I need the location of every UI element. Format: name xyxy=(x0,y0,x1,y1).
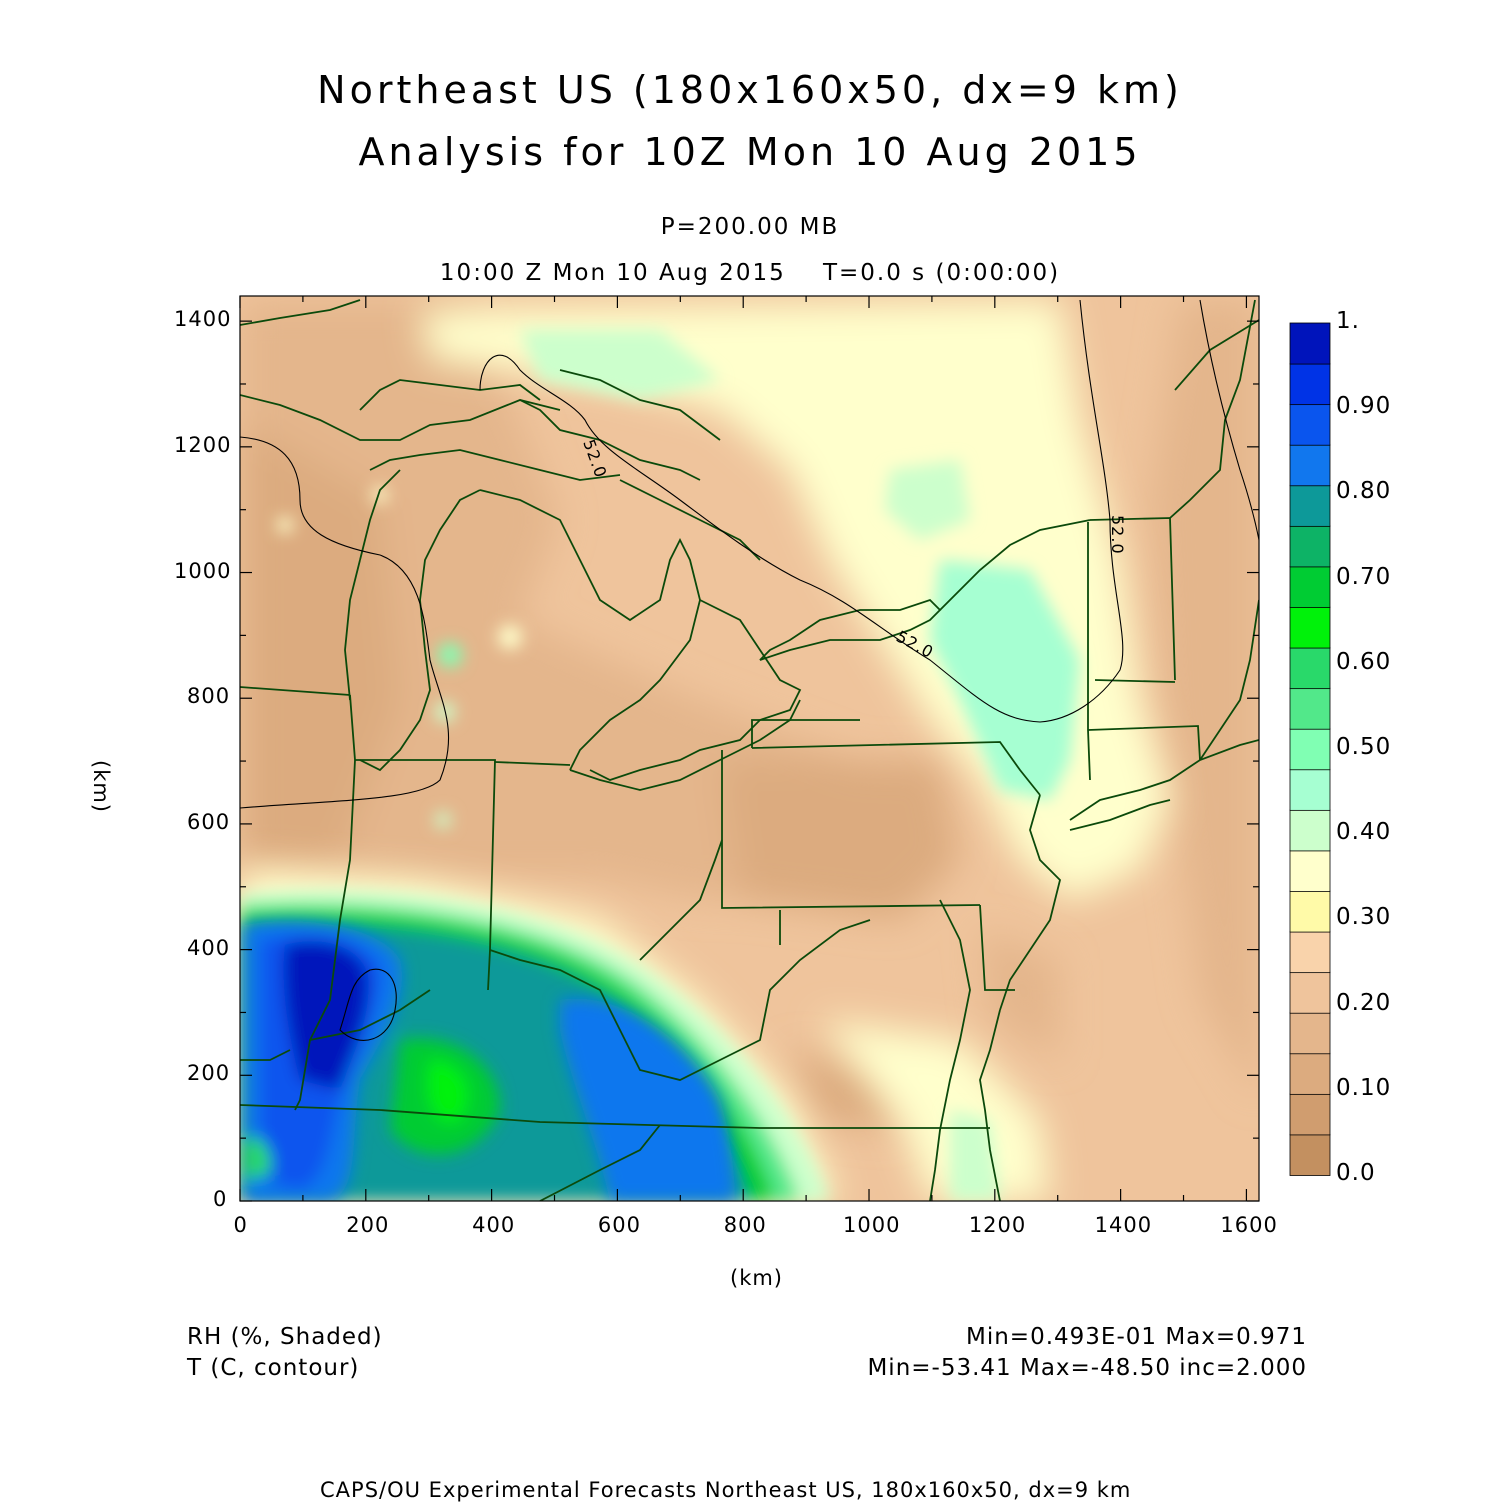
colorbar-swatch xyxy=(1289,363,1331,406)
colorbar-swatch xyxy=(1289,768,1331,811)
colorbar-swatch xyxy=(1289,1134,1331,1176)
colorbar-label: 0.50 xyxy=(1336,734,1392,760)
temperature-contours xyxy=(240,299,1259,1041)
x-tick-label: 1400 xyxy=(1094,1213,1153,1237)
x-tick-label: 1600 xyxy=(1220,1213,1278,1237)
colorbar-label: 0.60 xyxy=(1336,648,1392,675)
colorbar-swatch xyxy=(1289,606,1331,649)
x-tick-label: 800 xyxy=(723,1213,767,1237)
plot-frame xyxy=(239,295,1260,1202)
colorbar-swatch xyxy=(1289,1012,1331,1055)
colorbar-swatch xyxy=(1289,322,1331,365)
x-axis-label: (km) xyxy=(730,1266,784,1290)
x-tick-label: 600 xyxy=(597,1213,641,1237)
y-tick-label: 200 xyxy=(187,1061,231,1086)
legend-contour-field: T (C, contour) xyxy=(187,1355,360,1381)
legend-contour-range: Min=-53.41 Max=-48.50 inc=2.000 xyxy=(867,1355,1307,1381)
colorbar-label: 0.30 xyxy=(1336,904,1392,931)
colorbar xyxy=(1289,322,1331,1176)
footer-credit: CAPS/OU Experimental Forecasts Northeast… xyxy=(320,1478,1132,1502)
colorbar-swatch xyxy=(1289,566,1331,608)
colorbar-swatch xyxy=(1289,484,1331,527)
title-line-1: Northeast US (180x160x50, dx=9 km) xyxy=(317,68,1183,112)
colorbar-label: 0.70 xyxy=(1336,563,1392,590)
valid-time: 10:00 Z Mon 10 Aug 2015 T=0.0 s (0:00:00… xyxy=(439,260,1061,286)
colorbar-swatch xyxy=(1289,809,1331,852)
legend-shaded-field: RH (%, Shaded) xyxy=(187,1324,383,1350)
colorbar-swatch xyxy=(1289,403,1331,446)
axis-ticks xyxy=(239,296,1259,1202)
y-axis-label: (km) xyxy=(89,760,113,814)
x-tick-label: 1000 xyxy=(843,1213,901,1237)
colorbar-swatch xyxy=(1289,687,1331,730)
y-tick-label: 0 xyxy=(213,1187,228,1211)
y-tick-label: 1200 xyxy=(174,432,232,457)
colorbar-swatch xyxy=(1289,1052,1331,1095)
colorbar-swatch xyxy=(1289,931,1331,974)
contour-label: 52.0 xyxy=(1108,515,1127,555)
colorbar-label: 0.20 xyxy=(1336,989,1392,1016)
colorbar-swatch xyxy=(1289,1093,1331,1136)
colorbar-label: 0.80 xyxy=(1336,478,1392,505)
pressure-level: P=200.00 MB xyxy=(660,214,840,240)
rh-shading xyxy=(240,296,1259,1201)
coastlines-and-borders xyxy=(240,299,1259,1201)
legend-shaded-range: Min=0.493E-01 Max=0.971 xyxy=(965,1324,1307,1350)
colorbar-label: 1. xyxy=(1336,308,1360,334)
y-tick-label: 800 xyxy=(187,684,231,709)
colorbar-label: 0.0 xyxy=(1336,1160,1376,1186)
x-tick-label: 200 xyxy=(346,1213,390,1237)
colorbar-swatch xyxy=(1289,971,1331,1014)
y-tick-label: 600 xyxy=(187,809,231,834)
colorbar-label: 0.40 xyxy=(1336,819,1392,846)
colorbar-swatch xyxy=(1289,728,1331,771)
colorbar-label: 0.10 xyxy=(1336,1074,1392,1101)
colorbar-swatch xyxy=(1289,444,1331,487)
y-tick-label: 1000 xyxy=(174,558,232,583)
colorbar-swatch xyxy=(1289,647,1331,690)
x-tick-label: 1200 xyxy=(968,1213,1027,1237)
y-tick-label: 400 xyxy=(187,935,231,960)
colorbar-swatch xyxy=(1289,850,1331,892)
x-tick-label: 400 xyxy=(472,1213,516,1237)
x-tick-label: 0 xyxy=(233,1213,248,1237)
colorbar-label: 0.90 xyxy=(1336,393,1392,420)
title-line-2: Analysis for 10Z Mon 10 Aug 2015 xyxy=(358,130,1142,174)
colorbar-swatch xyxy=(1289,525,1331,568)
y-tick-label: 1400 xyxy=(174,307,232,332)
colorbar-swatch xyxy=(1289,890,1331,933)
